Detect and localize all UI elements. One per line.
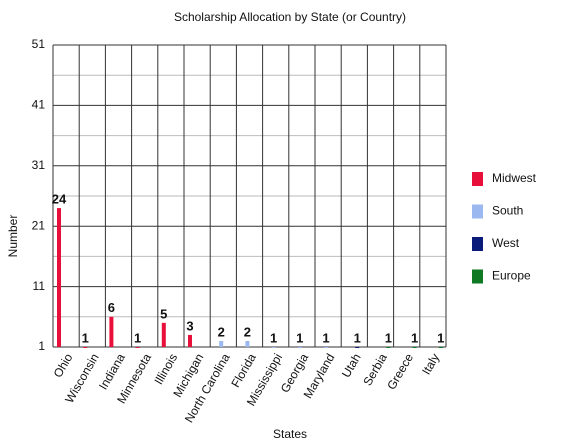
bar	[412, 347, 417, 348]
value-label: 1	[385, 330, 392, 345]
value-label: 1	[437, 330, 444, 345]
bar	[245, 340, 250, 347]
y-tick-label: 21	[32, 218, 46, 232]
bar	[355, 347, 360, 348]
y-tick-label: 41	[32, 98, 46, 112]
bar	[161, 322, 166, 347]
value-label: 2	[244, 324, 251, 339]
x-axis-title: States	[273, 427, 307, 441]
value-label: 3	[186, 318, 193, 333]
legend-label: West	[492, 236, 520, 250]
legend-label: Europe	[492, 269, 531, 283]
bar	[135, 347, 140, 348]
x-tick-label: Greece	[384, 351, 416, 392]
value-label: 6	[108, 300, 115, 315]
y-axis-title: Number	[6, 215, 20, 258]
x-tick-label: Utah	[339, 351, 364, 380]
value-label: 1	[354, 330, 361, 345]
bar	[438, 347, 443, 348]
y-tick-label: 11	[33, 279, 46, 293]
legend-swatch	[472, 269, 483, 284]
value-label: 2	[218, 324, 225, 339]
y-tick-label: 51	[32, 37, 46, 51]
value-label: 1	[134, 330, 141, 345]
bar	[109, 316, 114, 347]
legend-swatch	[472, 204, 483, 219]
value-label: 1	[270, 330, 277, 345]
y-tick-label: 31	[32, 158, 46, 172]
bar	[386, 347, 391, 348]
bar	[83, 347, 88, 348]
chart-title: Scholarship Allocation by State (or Coun…	[174, 10, 406, 24]
legend-label: South	[492, 204, 523, 218]
value-label: 1	[82, 330, 89, 345]
bar	[219, 340, 224, 347]
legend-swatch	[472, 172, 483, 186]
value-label: 1	[296, 330, 303, 345]
bar	[324, 347, 328, 348]
x-tick-label: Ohio	[51, 351, 76, 380]
y-tick-label: 1	[38, 339, 45, 353]
legend-label: Midwest	[492, 171, 537, 185]
bar	[271, 347, 276, 348]
x-tick-label: Italy	[419, 351, 442, 377]
legend-swatch	[472, 237, 483, 251]
value-label: 24	[52, 192, 67, 207]
bar	[188, 334, 192, 347]
bar	[57, 208, 61, 347]
value-label: 1	[411, 330, 418, 345]
bar	[297, 347, 302, 348]
value-label: 1	[322, 330, 329, 345]
value-label: 5	[160, 306, 167, 321]
